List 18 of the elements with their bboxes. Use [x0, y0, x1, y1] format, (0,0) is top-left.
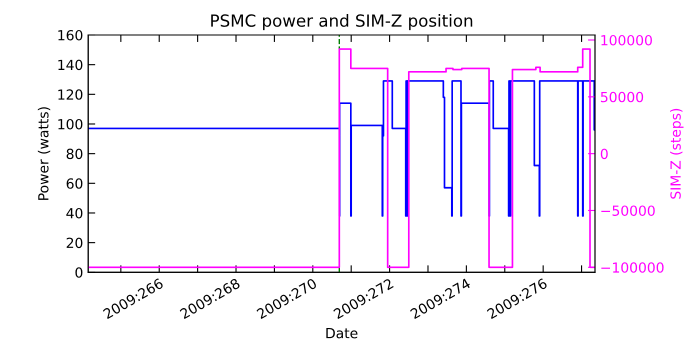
y-tick-label: 0: [75, 267, 82, 278]
y-tick-label: 20: [66, 238, 82, 248]
y2-tick-label: 50000: [600, 92, 644, 102]
y2-tick-label: −100000: [601, 262, 664, 273]
y-tick-label: 40: [66, 208, 82, 218]
y-tick-label: 160: [58, 30, 82, 40]
y-tick-label: 100: [58, 118, 82, 130]
y2-tick-label: 100000: [601, 34, 652, 46]
y2-tick-label: 0: [600, 148, 608, 160]
y-axis-title: Power (watts): [38, 107, 50, 200]
y-tick-label: 140: [58, 60, 82, 70]
chart-title: PSMC power and SIM-Z position: [211, 14, 472, 30]
x-axis-title: Date: [326, 328, 358, 338]
y2-axis-title: SIM-Z (steps): [670, 108, 684, 199]
y-tick-label: 120: [58, 89, 82, 100]
y-tick-label: 60: [66, 178, 82, 189]
y-tick-label: 80: [66, 148, 82, 160]
y2-tick-label: −50000: [601, 205, 655, 216]
